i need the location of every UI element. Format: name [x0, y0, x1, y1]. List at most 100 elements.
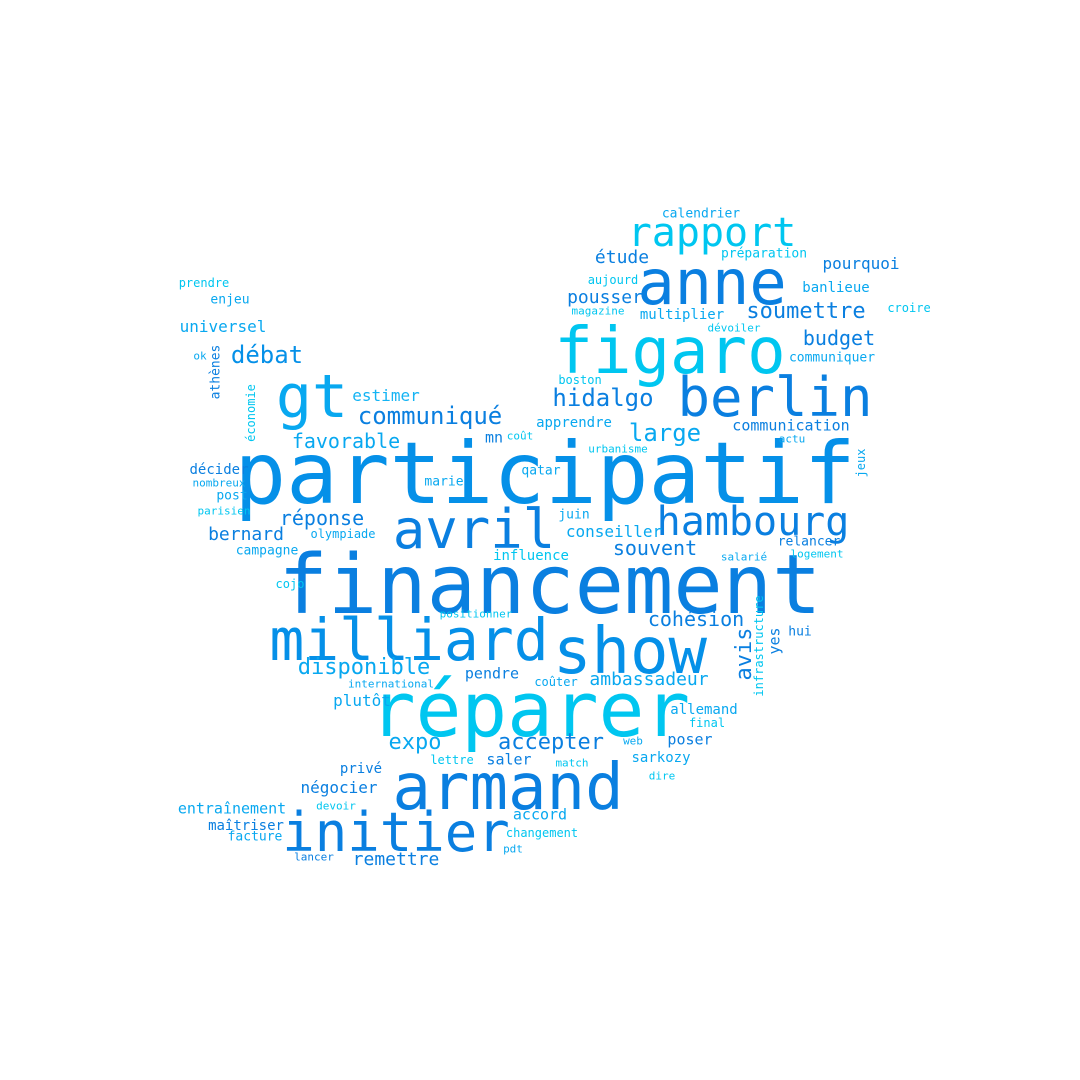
- word-lancer: lancer: [294, 850, 334, 864]
- word-jeux: jeux: [854, 448, 868, 478]
- word-relancer: relancer: [777, 534, 841, 550]
- word-urbanisme: urbanisme: [588, 442, 648, 456]
- word-armand: armand: [392, 751, 624, 825]
- word-salarie: salarié: [720, 550, 768, 564]
- word-facture: facture: [227, 829, 283, 845]
- word-participatif: participatif: [234, 424, 856, 524]
- word-remettre: remettre: [352, 849, 440, 870]
- word-nombreux: nombreux: [192, 476, 246, 490]
- word-universel: universel: [179, 317, 267, 336]
- word-olympiade: olympiade: [310, 527, 376, 541]
- word-lettre: lettre: [430, 753, 474, 767]
- word-souvent: souvent: [612, 536, 698, 560]
- word-estimer: estimer: [352, 386, 420, 405]
- word-athenes: athènes: [208, 344, 224, 400]
- word-international: international: [347, 677, 435, 691]
- word-pendre: pendre: [464, 664, 520, 683]
- word-web: web: [623, 734, 643, 748]
- word-couter: coûter: [534, 675, 578, 689]
- word-parisien: parisien: [197, 504, 251, 518]
- word-pdt: pdt: [503, 842, 523, 856]
- word-banlieue: banlieue: [802, 280, 870, 296]
- word-pourquoi: pourquoi: [822, 254, 900, 273]
- word-conseiller: conseiller: [565, 522, 663, 541]
- word-sarkozy: sarkozy: [631, 750, 691, 766]
- word-accepter: accepter: [498, 730, 604, 755]
- word-preparation: préparation: [720, 246, 808, 262]
- word-decider: décider: [189, 462, 249, 478]
- word-pousser: pousser: [567, 287, 643, 308]
- word-actu: actu: [778, 432, 806, 446]
- word-communique: communiqué: [357, 402, 503, 430]
- word-budget: budget: [802, 326, 876, 350]
- word-hambourg: hambourg: [656, 499, 850, 545]
- word-hidalgo: hidalgo: [552, 384, 654, 412]
- word-post: post: [216, 488, 248, 504]
- word-multiplier: multiplier: [639, 307, 725, 323]
- word-prendre: prendre: [178, 276, 230, 290]
- word-accord: accord: [512, 805, 568, 824]
- word-favorable: favorable: [291, 429, 401, 453]
- word-bernard: bernard: [208, 524, 284, 545]
- word-rapport: rapport: [627, 210, 797, 256]
- word-milliard: milliard: [269, 606, 549, 674]
- word-magazine: magazine: [571, 304, 625, 318]
- word-financement: financement: [278, 538, 822, 633]
- word-large: large: [628, 419, 702, 447]
- word-positionner: positionner: [439, 607, 513, 621]
- word-cojo: cojo: [275, 577, 305, 591]
- word-qatar: qatar: [521, 463, 561, 479]
- word-initier: initier: [282, 801, 510, 864]
- word-yes: yes: [765, 627, 784, 655]
- word-allemand: allemand: [670, 702, 738, 718]
- word-final: final: [688, 716, 726, 730]
- word-expo: expo: [388, 730, 442, 755]
- word-infrastructure: infrastructure: [752, 595, 766, 697]
- word-calendrier: calendrier: [661, 206, 741, 222]
- word-saler: saler: [486, 750, 532, 769]
- word-changement: changement: [505, 826, 579, 840]
- word-economie: économie: [244, 384, 258, 442]
- word-entrainement: entraînement: [177, 799, 287, 818]
- word-berlin: berlin: [677, 366, 873, 429]
- word-ok: ok: [193, 349, 207, 363]
- word-communication: communication: [732, 416, 850, 435]
- word-cout: coût: [506, 429, 534, 443]
- word-show: show: [552, 615, 708, 689]
- word-maitriser: maîtriser: [208, 818, 284, 834]
- word-avril: avril: [392, 498, 556, 561]
- word-soumettre: soumettre: [746, 299, 866, 324]
- word-campagne: campagne: [235, 543, 299, 559]
- word-gt: gt: [275, 362, 349, 432]
- word-prive: privé: [339, 761, 383, 777]
- word-influence: influence: [493, 548, 569, 564]
- word-debat: débat: [230, 341, 304, 369]
- word-poser: poser: [667, 730, 713, 749]
- word-hui: hui: [788, 624, 812, 640]
- word-juin: juin: [558, 507, 590, 523]
- word-negocier: négocier: [300, 778, 378, 797]
- word-reponse: réponse: [279, 506, 365, 530]
- word-communiquer: communiquer: [788, 350, 876, 366]
- word-enjeu: enjeu: [210, 292, 250, 308]
- word-marie: marie: [424, 474, 464, 490]
- word-croire: croire: [887, 301, 931, 315]
- word-etude: étude: [594, 247, 650, 268]
- word-dire: dire: [648, 769, 676, 783]
- word-anne: anne: [637, 246, 787, 319]
- word-logement: logement: [790, 547, 844, 561]
- word-disponible: disponible: [297, 655, 431, 680]
- word-reparer: réparer: [369, 665, 691, 754]
- word-devoiler: dévoiler: [707, 321, 761, 335]
- word-apprendre: apprendre: [536, 415, 612, 431]
- word-figaro: figaro: [554, 315, 786, 389]
- word-plutot: plutôt: [333, 691, 391, 710]
- word-aujourd: aujourd: [587, 273, 639, 287]
- word-cohesion: cohésion: [647, 607, 745, 631]
- word-boston: boston: [558, 373, 602, 387]
- word-ambassadeur: ambassadeur: [589, 669, 709, 690]
- word-mn: mn: [484, 428, 504, 447]
- word-devoir: devoir: [316, 799, 356, 813]
- word-match: match: [555, 756, 589, 770]
